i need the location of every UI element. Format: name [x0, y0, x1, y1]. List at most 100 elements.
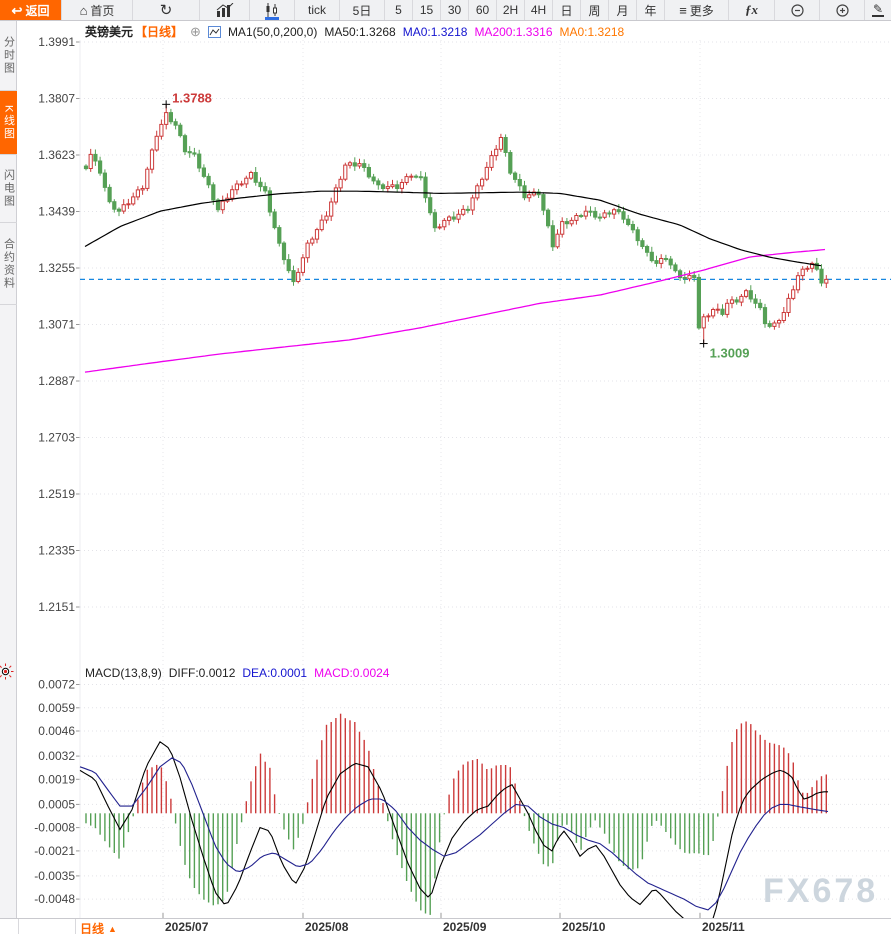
- indicator-fx-button[interactable]: ƒx: [729, 0, 775, 20]
- price-axis-label: 1.2887: [38, 374, 75, 388]
- macd-diff-value: DIFF:0.0012: [168, 666, 236, 680]
- candlestick-chart-button[interactable]: [250, 0, 295, 20]
- refresh-button[interactable]: ↻: [133, 0, 200, 20]
- period-4h[interactable]: 4H: [525, 0, 553, 20]
- back-label: 返回: [25, 3, 50, 18]
- pencil-icon: ✎: [872, 2, 884, 16]
- active-chart-underline: [265, 17, 279, 20]
- tick-button[interactable]: tick: [295, 0, 340, 20]
- period-15[interactable]: 15: [413, 0, 441, 20]
- macd-axis-label: 0.0046: [38, 724, 75, 738]
- bottom-period-label: 日线: [80, 922, 105, 934]
- macd-axis-label: 0.0032: [38, 749, 75, 763]
- macd-axis-label: 0.0072: [38, 678, 75, 692]
- fx-icon: ƒx: [745, 2, 758, 17]
- bottom-separator: [75, 919, 76, 934]
- period-2h[interactable]: 2H: [497, 0, 525, 20]
- price-axis-label: 1.3439: [38, 205, 75, 219]
- bottom-separator: [18, 919, 19, 934]
- macd-axis-label: -0.0021: [34, 844, 75, 858]
- sidebar-tab-contract-info[interactable]: 合约资料: [0, 223, 17, 305]
- price-axis-label: 1.3071: [38, 318, 75, 332]
- price-axis-label: 1.2335: [38, 544, 75, 558]
- period-month[interactable]: 月: [609, 0, 637, 20]
- ma0-orange-value: MA0:1.3218: [559, 24, 625, 39]
- zoom-in-icon: [835, 3, 849, 17]
- period-5[interactable]: 5: [385, 0, 413, 20]
- x-axis-label: 2025/11: [702, 920, 745, 934]
- macd-axis-label: 0.0019: [38, 772, 75, 786]
- macd-dea-line: [79, 757, 829, 911]
- price-axis-label: 1.2703: [38, 431, 75, 445]
- period-year[interactable]: 年: [637, 0, 665, 20]
- refresh-icon: ↻: [159, 1, 173, 19]
- home-icon: ⌂: [79, 2, 88, 18]
- home-button[interactable]: ⌂ 首页: [62, 0, 133, 20]
- x-axis-label: 2025/09: [443, 920, 487, 934]
- macd-definition: MACD(13,8,9): [85, 666, 162, 680]
- line-chart-button[interactable]: [200, 0, 250, 20]
- ma-definition: MA1(50,0,200,0): [227, 24, 318, 39]
- zoom-in-button[interactable]: [820, 0, 865, 20]
- price-axis-label: 1.3623: [38, 148, 75, 162]
- price-axis-label: 1.2519: [38, 487, 75, 501]
- period-week[interactable]: 周: [581, 0, 609, 20]
- macd-dea-value: DEA:0.0001: [242, 666, 308, 680]
- low-price-label: 1.3009: [710, 346, 750, 361]
- chart-type-icon[interactable]: [207, 25, 221, 38]
- sidebar-tab-kline-chart[interactable]: K线图: [0, 91, 17, 155]
- macd-axis-label: -0.0008: [34, 821, 75, 835]
- ma50-line: [84, 190, 822, 267]
- period-60[interactable]: 60: [469, 0, 497, 20]
- toolbar: ↩ 返回 ⌂ 首页 ↻ tick: [0, 0, 891, 21]
- macd-axis-label: -0.0035: [34, 869, 75, 883]
- x-axis-label: 2025/10: [562, 920, 606, 934]
- back-button[interactable]: ↩ 返回: [0, 0, 62, 20]
- candlestick-icon: [266, 3, 277, 17]
- zoom-out-button[interactable]: [775, 0, 820, 20]
- live-indicator-icon[interactable]: [0, 662, 15, 681]
- macd-histogram: [85, 713, 827, 915]
- price-axis-label: 1.3807: [38, 92, 75, 106]
- candles: [83, 104, 829, 344]
- zoom-out-icon: [790, 3, 804, 17]
- macd-macd-value: MACD:0.0024: [314, 666, 390, 680]
- ma200-value: MA200:1.3316: [474, 24, 553, 39]
- bar-chart-icon: [216, 3, 233, 17]
- bottom-bar: 日线 ▲ 2025/07 2025/08 2025/09 2025/10 2025/11: [0, 918, 891, 934]
- back-icon: ↩: [11, 2, 23, 18]
- bottom-period-selector[interactable]: 日线 ▲: [80, 920, 117, 934]
- draw-button[interactable]: ✎: [865, 0, 891, 20]
- macd-axis-label: 0.0059: [38, 701, 75, 715]
- symbol-name: 英镑美元: [85, 25, 134, 39]
- watermark: FX678: [763, 872, 879, 910]
- high-price-label: 1.3788: [172, 90, 212, 105]
- period-5d[interactable]: 5日: [340, 0, 385, 20]
- ma0-blue-value: MA0:1.3218: [402, 24, 468, 39]
- price-axis-label: 1.3255: [38, 261, 75, 275]
- sidebar: 分时图 K线图 闪电图 合约资料: [0, 21, 17, 934]
- ma200-line: [84, 248, 826, 373]
- sidebar-tab-lightning-chart[interactable]: 闪电图: [0, 155, 17, 223]
- period-30[interactable]: 30: [441, 0, 469, 20]
- more-button[interactable]: ≡ 更多: [665, 0, 729, 20]
- menu-icon: ≡: [679, 2, 687, 18]
- more-label: 更多: [689, 3, 714, 18]
- period-tag: 【日线】: [135, 25, 184, 39]
- macd-axis-label: -0.0048: [34, 892, 75, 906]
- home-label: 首页: [90, 3, 115, 18]
- x-axis-label: 2025/07: [165, 920, 209, 934]
- price-axis-label: 1.2151: [38, 600, 75, 614]
- x-axis-label: 2025/08: [305, 920, 349, 934]
- ma50-value: MA50:1.3268: [324, 24, 396, 39]
- price-chart-header: 英镑美元 【日线】 ⊕ MA1(50,0,200,0) MA50:1.3268 …: [85, 23, 624, 40]
- macd-axis-label: 0.0005: [38, 797, 75, 811]
- macd-header: MACD(13,8,9) DIFF:0.0012 DEA:0.0001 MACD…: [85, 666, 389, 680]
- period-day[interactable]: 日: [553, 0, 581, 20]
- triangle-up-icon: ▲: [108, 923, 117, 934]
- sidebar-tab-minute-chart[interactable]: 分时图: [0, 21, 17, 91]
- price-axis-label: 1.3991: [38, 35, 75, 49]
- add-indicator-icon[interactable]: ⊕: [190, 23, 201, 39]
